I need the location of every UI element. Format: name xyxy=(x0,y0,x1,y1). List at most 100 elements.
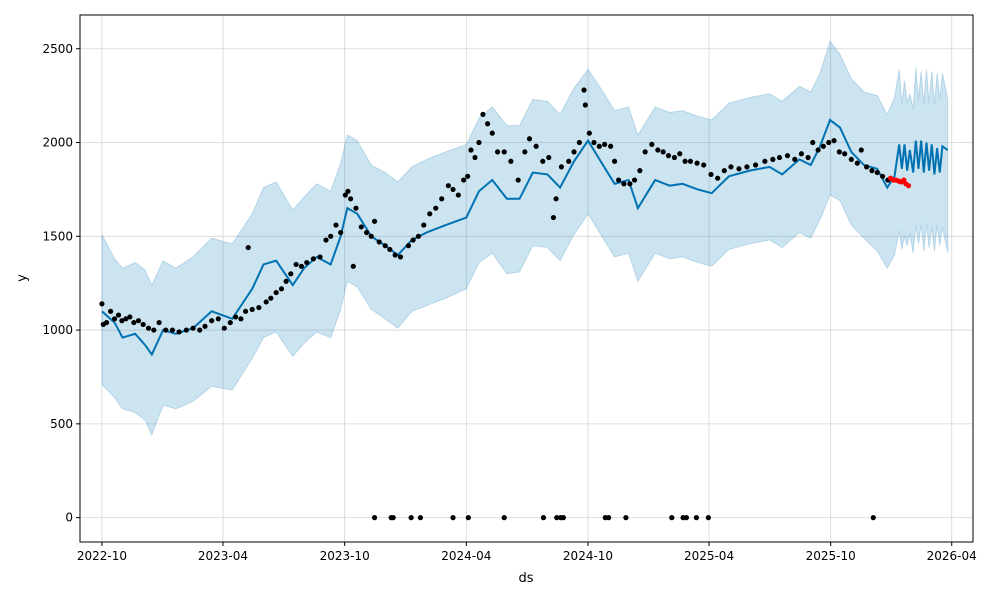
uncertainty-interval xyxy=(101,40,949,437)
test-point xyxy=(905,183,912,189)
actual-point xyxy=(202,323,208,329)
actual-point xyxy=(705,515,711,521)
plot-frame xyxy=(79,14,974,543)
actual-point xyxy=(323,237,329,243)
actual-point xyxy=(736,166,742,172)
actual-point xyxy=(215,316,221,322)
actual-point xyxy=(115,312,122,318)
actual-point xyxy=(304,259,310,266)
actual-point xyxy=(485,121,491,127)
actual-point xyxy=(209,318,215,324)
actual-point xyxy=(111,316,118,322)
actual-point xyxy=(522,149,528,155)
actual-point xyxy=(390,515,396,521)
actual-point xyxy=(810,139,816,146)
actual-point xyxy=(333,222,339,228)
actual-point xyxy=(744,164,750,170)
actual-point xyxy=(156,319,162,326)
actual-point xyxy=(606,515,612,521)
actual-point xyxy=(540,158,546,164)
actual-point xyxy=(848,156,854,163)
actual-point xyxy=(715,175,721,181)
actual-points xyxy=(99,87,891,521)
y-axis-label: y xyxy=(15,274,30,282)
actual-point xyxy=(553,196,559,202)
actual-point xyxy=(103,319,110,326)
actual-point xyxy=(508,158,514,164)
actual-point xyxy=(815,147,821,153)
actual-point xyxy=(693,515,699,521)
actual-point xyxy=(353,205,359,211)
forecast-line xyxy=(101,118,949,357)
actual-point xyxy=(465,515,471,521)
actual-point xyxy=(836,149,842,155)
actual-point xyxy=(682,158,688,164)
actual-point xyxy=(608,143,614,149)
actual-point xyxy=(494,149,501,155)
actual-point xyxy=(342,192,348,198)
actual-point xyxy=(371,515,378,521)
actual-point xyxy=(368,233,374,239)
y-tick-label: 2500 xyxy=(42,42,73,56)
actual-point xyxy=(338,229,344,236)
x-tick-label: 2023-04 xyxy=(198,549,248,563)
actual-point xyxy=(526,136,533,142)
actual-point xyxy=(762,158,768,164)
actual-point xyxy=(232,314,239,320)
actual-point xyxy=(350,263,356,269)
actual-point xyxy=(655,147,661,153)
actual-point xyxy=(671,154,678,161)
actual-point xyxy=(119,318,125,324)
actual-point xyxy=(480,111,486,117)
actual-point xyxy=(465,173,471,179)
x-tick-label: 2025-04 xyxy=(684,549,734,563)
actual-point xyxy=(450,186,456,193)
actual-point xyxy=(221,325,227,331)
actual-point xyxy=(805,154,811,161)
actual-point xyxy=(376,239,382,245)
actual-point xyxy=(145,325,152,331)
actual-point xyxy=(283,278,289,284)
actual-point xyxy=(546,154,552,161)
actual-point xyxy=(151,327,157,333)
actual-point xyxy=(615,177,622,183)
actual-point xyxy=(784,153,791,159)
actual-point xyxy=(842,151,848,157)
actual-point xyxy=(472,154,478,161)
grid xyxy=(80,15,973,542)
actual-point xyxy=(677,151,683,157)
actual-point xyxy=(687,158,694,164)
actual-point xyxy=(602,141,608,148)
actual-point xyxy=(858,147,864,153)
actual-point xyxy=(455,192,461,198)
y-tick-label: 2000 xyxy=(42,136,73,150)
actual-point xyxy=(227,319,233,326)
actual-point xyxy=(550,214,557,221)
actual-point xyxy=(405,243,412,249)
actual-point xyxy=(669,515,675,521)
actual-point xyxy=(501,149,507,155)
actual-point xyxy=(566,158,572,164)
actual-point xyxy=(582,102,588,108)
actual-point xyxy=(576,139,582,146)
actual-point xyxy=(623,515,629,521)
actual-point xyxy=(417,515,424,521)
actual-point xyxy=(197,327,203,333)
actual-point xyxy=(820,143,826,149)
actual-point xyxy=(169,327,176,333)
actual-point xyxy=(540,515,547,521)
actual-point xyxy=(642,149,648,155)
actual-point xyxy=(870,515,876,521)
actual-point xyxy=(721,168,727,174)
actual-point xyxy=(631,177,638,183)
x-tick-label: 2024-10 xyxy=(563,549,613,563)
actual-point xyxy=(476,139,482,146)
actual-point xyxy=(728,164,734,170)
x-tick-label: 2026-04 xyxy=(927,549,977,563)
actual-point xyxy=(363,229,370,236)
y-tick-label: 1500 xyxy=(42,229,73,243)
actual-point xyxy=(273,289,279,296)
actual-point xyxy=(560,515,567,521)
actual-point xyxy=(445,183,451,189)
actual-point xyxy=(345,188,351,194)
